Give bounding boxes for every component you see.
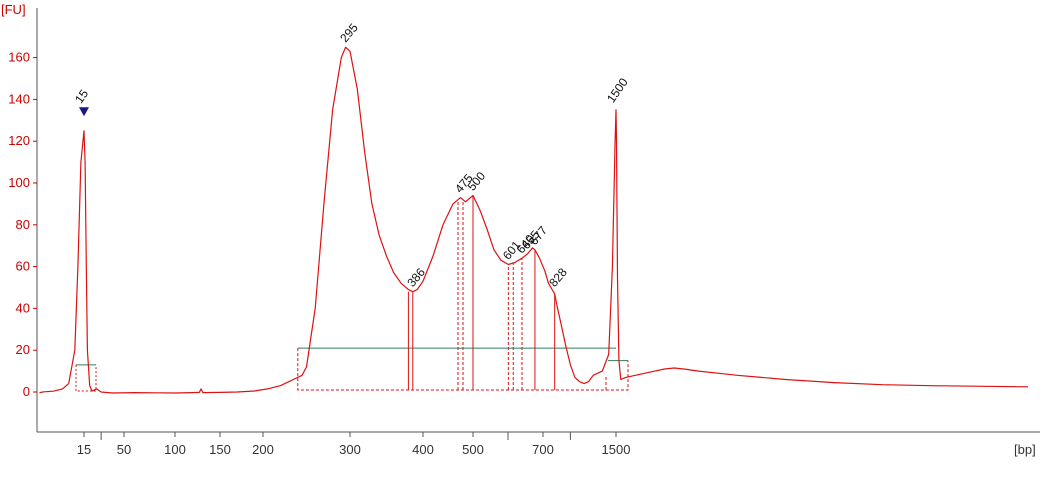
x-tick-label: 300 xyxy=(339,442,361,457)
peak-label: 386 xyxy=(404,265,428,290)
y-tick-label: 80 xyxy=(16,217,30,232)
lower-marker-floor-dashed xyxy=(75,364,97,392)
axes: 0 20 40 60 80 100 120 140 160 15 50 100 150 200 300 400… xyxy=(8,8,1040,457)
marker-label: 15 xyxy=(72,87,91,106)
y-tick-label: 140 xyxy=(8,91,30,106)
x-tick-label: 1500 xyxy=(602,442,631,457)
y-tick-label: 0 xyxy=(23,384,30,399)
x-tick-label: 150 xyxy=(209,442,231,457)
x-tick-label: 15 xyxy=(77,442,91,457)
y-tick-label: 120 xyxy=(8,133,30,148)
series-trace-line xyxy=(39,46,1029,394)
x-tick-label: 700 xyxy=(532,442,554,457)
marker-triangle-icon xyxy=(79,107,89,117)
x-tick-label: 400 xyxy=(412,442,434,457)
region-lines-group xyxy=(407,195,607,390)
y-tick-label: 160 xyxy=(8,50,30,65)
trace-group xyxy=(39,46,1029,394)
x-tick-label: 200 xyxy=(252,442,274,457)
x-tick-label: 100 xyxy=(164,442,186,457)
y-tick-label: 20 xyxy=(16,342,30,357)
y-tick-label: 100 xyxy=(8,175,30,190)
y-axis-unit-label: [FU] xyxy=(1,2,26,17)
peak-label: 295 xyxy=(337,20,361,45)
x-tick-label: 500 xyxy=(462,442,484,457)
y-tick-label: 60 xyxy=(16,259,30,274)
baseline-group xyxy=(75,347,629,392)
y-tick-label: 40 xyxy=(16,300,30,315)
marker-label: 1500 xyxy=(604,75,631,105)
x-axis-unit-label: [bp] xyxy=(1014,442,1036,457)
x-tick-label: 50 xyxy=(117,442,131,457)
peak-label: 500 xyxy=(465,169,489,194)
